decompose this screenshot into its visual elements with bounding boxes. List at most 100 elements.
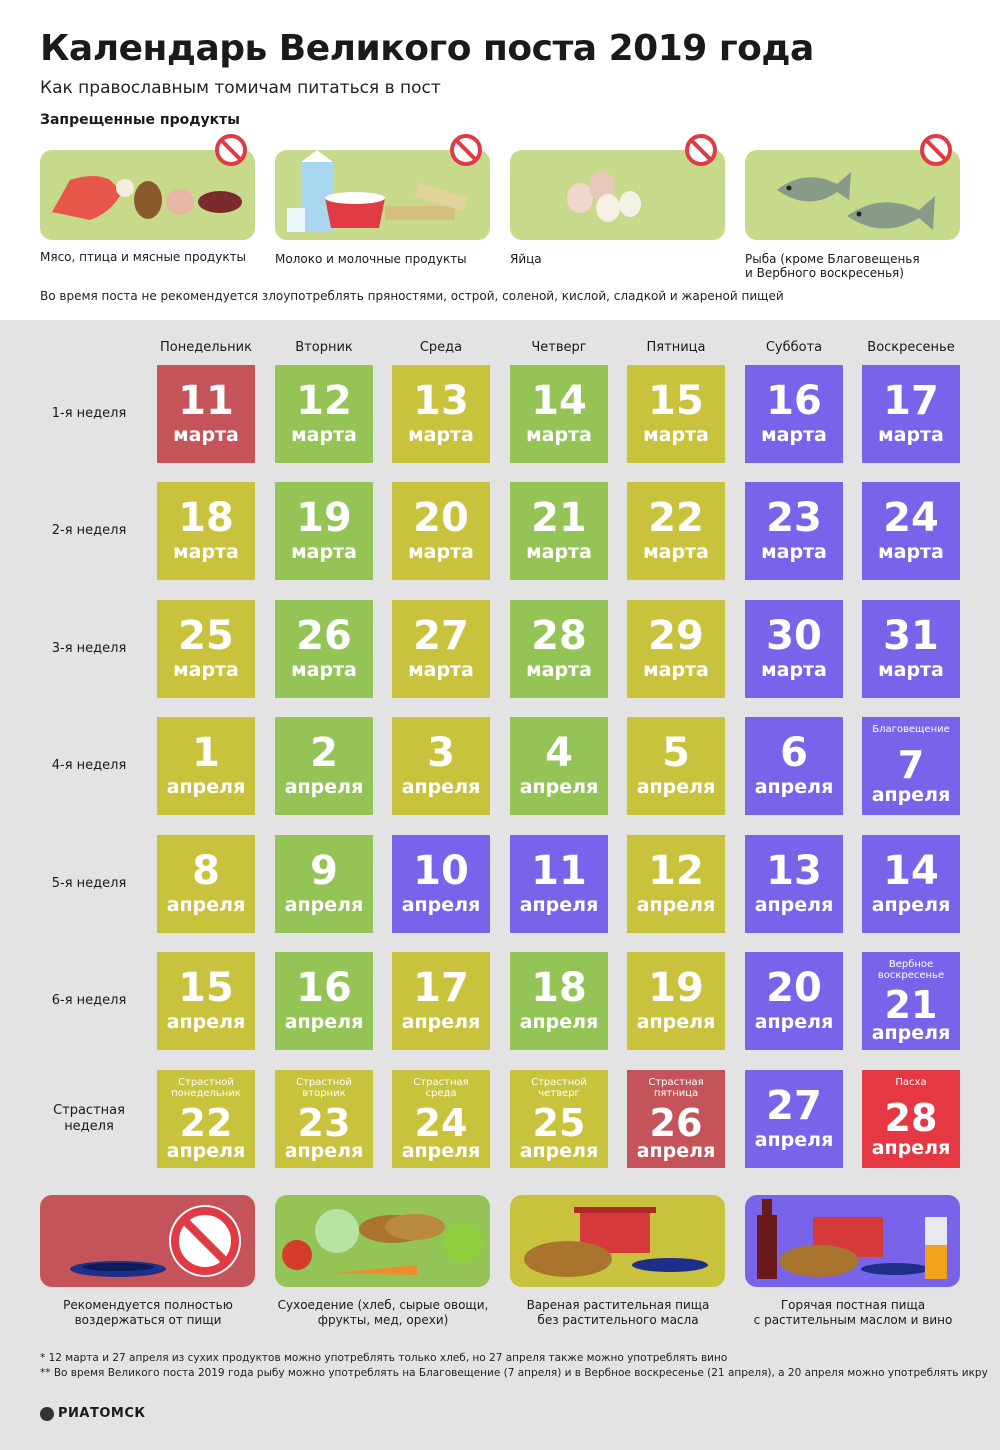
day-note: Страстной понедельник [171,1077,241,1099]
day-note: Страстная пятница [648,1077,704,1099]
day-number: 9 [310,848,338,894]
calendar-day-cell: 4 апреля [510,717,608,815]
calendar-day-cell: Страстной понедельник 22 апреля [157,1070,255,1168]
day-number: 8 [192,848,220,894]
day-note: Страстной вторник [296,1077,352,1099]
day-header: Суббота [765,340,823,355]
day-note: Страстная среда [413,1077,469,1099]
forbidden-label: Молоко и молочные продукты [275,252,467,266]
day-month: апреля [871,1137,951,1159]
calendar-day-cell: 3 апреля [392,717,490,815]
calendar-day-cell: 16 апреля [275,952,373,1050]
day-month: марта [408,424,474,446]
day-header: Вторник [295,340,353,355]
day-month: апреля [519,1011,599,1033]
day-number: 16 [296,965,352,1011]
day-number: 14 [531,378,587,424]
day-number: 27 [766,1083,822,1129]
day-number: 13 [766,848,822,894]
logo-mark-icon [40,1406,54,1421]
day-number: 18 [531,965,587,1011]
page-subtitle: Как православным томичам питаться в пост [40,78,441,98]
day-month: марта [173,424,239,446]
day-note: Пасха [895,1077,927,1088]
day-number: 17 [883,378,939,424]
prohibited-icon [215,134,247,166]
day-number: 2 [310,730,338,776]
calendar-day-cell: 14 апреля [862,835,960,933]
day-number: 19 [648,965,704,1011]
day-month: апреля [871,784,951,806]
day-note: Благовещение [872,724,950,735]
day-header: Воскресенье [867,340,955,355]
calendar-day-cell: 12 апреля [627,835,725,933]
day-number: 19 [296,495,352,541]
day-month: апреля [166,1140,246,1162]
day-header: Пятница [646,340,706,355]
day-number: 24 [414,1101,468,1145]
footnote: ** Во время Великого поста 2019 года рыб… [40,1367,988,1379]
day-month: апреля [871,894,951,916]
spice-note: Во время поста не рекомендуется злоупотр… [40,289,784,303]
calendar-day-cell: Страстной четверг 25 апреля [510,1070,608,1168]
day-month: марта [173,659,239,681]
calendar-day-cell: 9 апреля [275,835,373,933]
day-number: 23 [766,495,822,541]
calendar-day-cell: 6 апреля [745,717,843,815]
calendar-day-cell: 26 марта [275,600,373,698]
day-month: апреля [754,1011,834,1033]
day-month: марта [643,541,709,563]
day-number: 13 [413,378,469,424]
eggs-icon [567,171,641,222]
week-label: Страстная неделя [53,1103,125,1134]
day-month: апреля [519,894,599,916]
forbidden-label: Мясо, птица и мясные продукты [40,250,247,264]
week-label: 6-я неделя [51,993,127,1008]
eggs-card [510,134,725,240]
calendar-day-cell: 22 марта [627,482,725,580]
legend-card-dry [275,1195,490,1287]
day-month: марта [526,541,592,563]
day-month: апреля [284,1011,364,1033]
calendar-day-cell: 5 апреля [627,717,725,815]
day-note: Страстной четверг [531,1077,587,1099]
logo: РИАТОМСК [40,1406,146,1421]
legend-label: Рекомендуется полностью воздержаться от … [63,1298,233,1327]
day-number: 20 [413,495,469,541]
calendar-day-cell: 29 марта [627,600,725,698]
calendar-day-cell: 16 марта [745,365,843,463]
day-number: 21 [884,983,938,1027]
day-month: апреля [519,1140,599,1162]
day-number: 27 [413,613,469,659]
prohibited-icon [450,134,482,166]
calendar-day-cell: 24 марта [862,482,960,580]
meat-card [40,134,255,240]
day-month: апреля [754,1129,834,1151]
day-month: марта [643,659,709,681]
day-month: марта [408,541,474,563]
calendar-day-cell: 19 марта [275,482,373,580]
day-month: апреля [871,1022,951,1044]
day-number: 25 [532,1101,586,1145]
week-label: 3-я неделя [51,641,127,656]
calendar-day-cell: Страстная среда 24 апреля [392,1070,490,1168]
day-number: 28 [531,613,587,659]
day-number: 11 [531,848,587,894]
day-number: 26 [296,613,352,659]
prohibited-icon [685,134,717,166]
calendar-day-cell: 20 марта [392,482,490,580]
legend-card-hot-oil [745,1195,960,1287]
day-number: 7 [897,743,925,787]
fish-icon [777,172,935,230]
day-month: марта [878,424,944,446]
day-month: марта [526,659,592,681]
pot-icon [524,1207,708,1277]
day-number: 31 [883,613,939,659]
day-header: Четверг [531,340,587,355]
calendar-day-cell: 31 марта [862,600,960,698]
day-month: марта [761,541,827,563]
day-month: апреля [636,1011,716,1033]
calendar-day-cell: 12 марта [275,365,373,463]
forbidden-label: Яйца [510,252,542,266]
day-month: апреля [284,894,364,916]
